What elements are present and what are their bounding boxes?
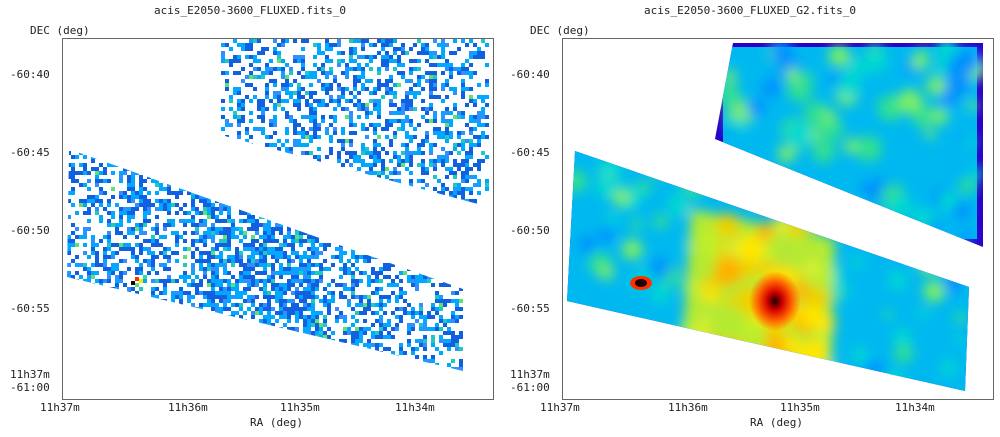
y-tick-label: -60:45	[10, 146, 50, 159]
y-axis-label: DEC (deg)	[30, 24, 90, 37]
x-tick-label: 11h35m	[780, 401, 820, 414]
panel-title: acis_E2050-3600_FLUXED.fits_0	[153, 4, 347, 17]
x-axis-label: RA (deg)	[750, 416, 803, 429]
panel-title: acis_E2050-3600_FLUXED_G2.fits_0	[644, 4, 856, 17]
y-tick-label: -61:00	[10, 381, 50, 394]
x-tick-label: 11h34m	[895, 401, 935, 414]
y-tick-label: -60:50	[10, 224, 50, 237]
y-tick-label: -61:00	[510, 381, 550, 394]
y-tick-label: -60:55	[510, 302, 550, 315]
y-tick-label: -60:50	[510, 224, 550, 237]
plot-area[interactable]	[62, 38, 494, 400]
x-tick-label: 11h37m	[540, 401, 580, 414]
y-tick-label: 11h37m	[10, 368, 50, 381]
plot-area[interactable]	[562, 38, 994, 400]
heatmap-image	[567, 43, 983, 391]
y-tick-label: -60:55	[10, 302, 50, 315]
y-tick-label: -60:45	[510, 146, 550, 159]
y-axis-label: DEC (deg)	[530, 24, 590, 37]
left-image-panel: acis_E2050-3600_FLUXED.fits_0 DEC (deg) …	[10, 4, 494, 429]
x-tick-label: 11h37m	[40, 401, 80, 414]
scatter-image	[67, 39, 489, 371]
right-image-panel: acis_E2050-3600_FLUXED_G2.fits_0 DEC (de…	[500, 0, 1000, 437]
y-tick-label: 11h37m	[510, 368, 550, 381]
x-axis-label: RA (deg)	[250, 416, 303, 429]
x-tick-label: 11h34m	[395, 401, 435, 414]
x-tick-label: 11h36m	[668, 401, 708, 414]
y-tick-label: -60:40	[10, 68, 50, 81]
x-tick-label: 11h35m	[280, 401, 320, 414]
y-tick-label: -60:40	[510, 68, 550, 81]
x-tick-label: 11h36m	[168, 401, 208, 414]
